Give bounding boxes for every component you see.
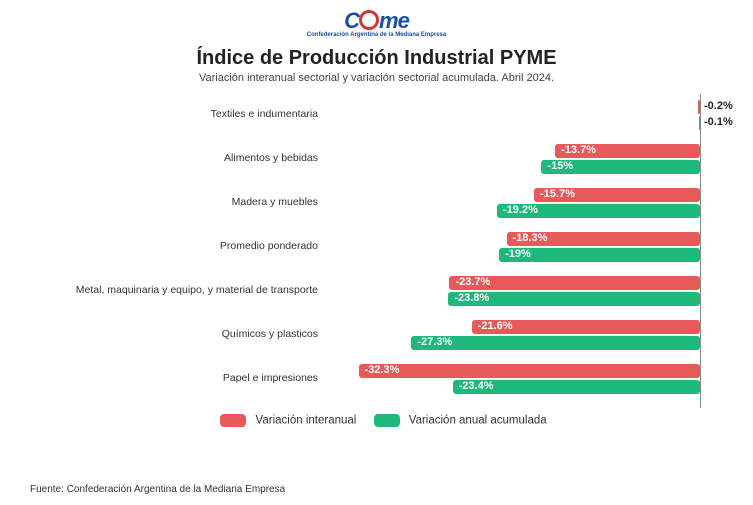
category-label: Madera y muebles xyxy=(40,196,318,208)
bar-interanual xyxy=(698,100,700,114)
bar-acumulada xyxy=(699,116,700,130)
bar-value: -0.2% xyxy=(704,100,733,112)
bar-value: -19.2% xyxy=(503,204,538,216)
bar-value: -19% xyxy=(505,248,531,260)
chart-row: Promedio ponderado -18.3% -19% xyxy=(40,232,713,262)
bar-value: -15.7% xyxy=(540,188,575,200)
bar-value: -23.4% xyxy=(459,380,494,392)
bar-value: -13.7% xyxy=(561,144,596,156)
chart-row: Químicos y plasticos -21.6% -27.3% xyxy=(40,320,713,350)
bar-value: -21.6% xyxy=(478,320,513,332)
bar-value: -0.1% xyxy=(704,116,733,128)
legend: Variación interanual Variación anual acu… xyxy=(0,414,753,427)
chart-title: Índice de Producción Industrial PYME xyxy=(0,47,753,70)
logo: Cme Confederación Argentina de la Median… xyxy=(307,8,446,38)
category-label: Promedio ponderado xyxy=(40,240,318,252)
category-label: Papel e impresiones xyxy=(40,372,318,384)
bar-acumulada xyxy=(411,336,700,350)
bar-value: -15% xyxy=(547,160,573,172)
bar-value: -32.3% xyxy=(365,364,400,376)
chart-row: Madera y muebles -15.7%-19.2% xyxy=(40,188,713,218)
category-label: Textiles e indumentaria xyxy=(40,108,318,120)
bar-interanual xyxy=(359,364,700,378)
bar-chart: Textiles e indumentaria-0.2%-0.1% Aliment… xyxy=(40,94,713,408)
chart-row: Alimentos y bebidas -13.7% -15% xyxy=(40,144,713,174)
chart-row: Metal, maquinaria y equipo, y material d… xyxy=(40,276,713,306)
chart-row: Textiles e indumentaria-0.2%-0.1% xyxy=(40,100,713,130)
legend-label-interanual: Variación interanual xyxy=(256,415,357,427)
bar-value: -23.7% xyxy=(455,276,490,288)
logo-subtext: Confederación Argentina de la Mediana Em… xyxy=(307,32,446,38)
legend-label-acumulada: Variación anual acumulada xyxy=(409,415,547,427)
chart-row: Papel e impresiones -32.3% -23.4% xyxy=(40,364,713,394)
logo-a-icon xyxy=(359,10,379,30)
logo-text: Cme xyxy=(344,8,409,33)
bar-value: -27.3% xyxy=(417,336,452,348)
bar-value: -18.3% xyxy=(513,232,548,244)
category-label: Químicos y plasticos xyxy=(40,328,318,340)
source-text: Fuente: Confederación Argentina de la Me… xyxy=(30,484,285,495)
bar-value: -23.8% xyxy=(454,292,489,304)
chart-subtitle: Variación interanual sectorial y variaci… xyxy=(0,72,753,84)
logo-block: Cme Confederación Argentina de la Median… xyxy=(0,0,753,41)
legend-swatch-acumulada xyxy=(374,414,400,427)
category-label: Metal, maquinaria y equipo, y material d… xyxy=(40,284,318,296)
category-label: Alimentos y bebidas xyxy=(40,152,318,164)
legend-swatch-interanual xyxy=(220,414,246,427)
